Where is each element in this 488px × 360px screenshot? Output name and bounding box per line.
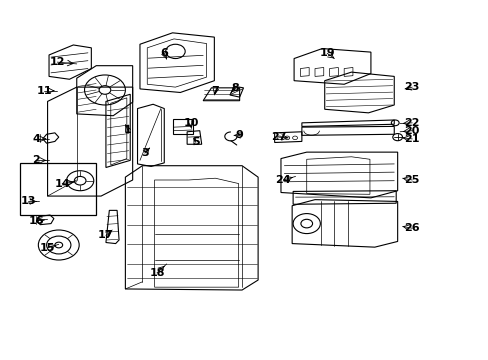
Text: 15: 15 [40, 243, 55, 253]
Text: 24: 24 [275, 175, 291, 185]
Text: 20: 20 [404, 126, 419, 136]
Text: 4: 4 [32, 134, 40, 144]
Text: 6: 6 [160, 48, 168, 58]
Text: 11: 11 [36, 86, 52, 96]
Text: 16: 16 [28, 216, 44, 226]
Text: 23: 23 [404, 82, 419, 92]
Text: 10: 10 [183, 118, 198, 128]
Text: 27: 27 [270, 132, 285, 142]
Text: 7: 7 [211, 86, 219, 96]
Text: 17: 17 [98, 230, 113, 240]
Text: 19: 19 [319, 48, 334, 58]
Text: 5: 5 [192, 138, 199, 148]
Text: 8: 8 [231, 83, 239, 93]
Text: 1: 1 [123, 125, 131, 135]
Text: 22: 22 [404, 118, 419, 128]
Text: 9: 9 [235, 130, 243, 140]
Text: 18: 18 [149, 268, 164, 278]
Text: 12: 12 [49, 57, 65, 67]
Text: 14: 14 [54, 179, 70, 189]
Text: 25: 25 [404, 175, 419, 185]
Text: 3: 3 [141, 148, 148, 158]
Text: 21: 21 [404, 134, 419, 144]
Text: 2: 2 [33, 156, 40, 165]
Text: 26: 26 [404, 223, 419, 233]
Text: 13: 13 [20, 197, 36, 206]
